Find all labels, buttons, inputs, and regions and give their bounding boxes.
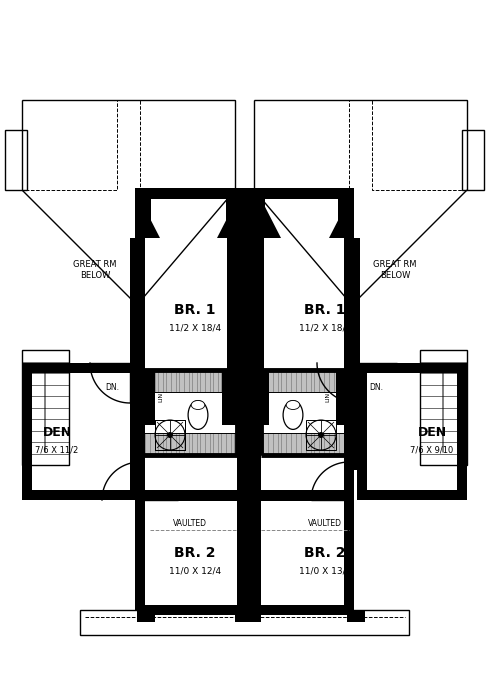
Bar — [5, 130, 27, 190]
Bar — [22, 363, 32, 500]
Bar — [222, 370, 237, 425]
Text: BR. 2: BR. 2 — [174, 546, 215, 560]
Bar — [456, 363, 466, 500]
Bar — [356, 363, 466, 373]
Bar — [419, 350, 466, 465]
Bar — [80, 610, 408, 635]
Text: BR. 1: BR. 1 — [304, 303, 345, 317]
Bar — [337, 188, 348, 238]
Bar — [356, 490, 466, 500]
Bar — [22, 490, 140, 500]
Bar — [22, 350, 69, 465]
Bar — [237, 188, 261, 610]
Text: VAULTED: VAULTED — [307, 518, 341, 527]
Bar — [235, 610, 261, 622]
Ellipse shape — [191, 400, 204, 410]
Bar — [461, 130, 483, 190]
Bar — [253, 238, 264, 370]
Text: BR. 2: BR. 2 — [304, 546, 345, 560]
Circle shape — [305, 420, 335, 450]
Circle shape — [155, 420, 184, 450]
Text: ©Alan Mascord Design Associates, Inc.: ©Alan Mascord Design Associates, Inc. — [241, 298, 246, 402]
Ellipse shape — [283, 400, 302, 429]
Text: BR. 1: BR. 1 — [174, 303, 215, 317]
Bar — [140, 490, 237, 501]
Bar — [305, 420, 335, 450]
Bar — [130, 363, 140, 500]
Bar — [346, 610, 364, 622]
Bar — [253, 490, 348, 501]
Text: 7/6 X 11/2: 7/6 X 11/2 — [35, 446, 79, 454]
Bar — [226, 238, 237, 370]
Bar — [155, 420, 184, 450]
Text: 11/2 X 18/4: 11/2 X 18/4 — [298, 323, 350, 333]
Bar — [253, 100, 348, 190]
Polygon shape — [217, 199, 237, 238]
Bar — [130, 238, 140, 470]
Text: GREAT RM
BELOW: GREAT RM BELOW — [372, 261, 416, 279]
Text: 11/0 X 12/4: 11/0 X 12/4 — [168, 566, 221, 576]
Circle shape — [317, 432, 324, 438]
Bar — [22, 100, 117, 190]
Text: DN.: DN. — [368, 383, 382, 392]
Bar — [225, 188, 237, 238]
Polygon shape — [140, 199, 160, 238]
Bar — [371, 100, 466, 190]
Bar — [251, 605, 351, 615]
Polygon shape — [328, 199, 348, 238]
Polygon shape — [261, 199, 281, 238]
Text: GREAT RM
BELOW: GREAT RM BELOW — [73, 261, 117, 279]
Bar — [349, 238, 359, 470]
Ellipse shape — [285, 400, 299, 410]
Bar — [22, 363, 140, 373]
Circle shape — [167, 432, 173, 438]
Text: VAULTED: VAULTED — [173, 518, 206, 527]
Bar — [140, 370, 155, 425]
Bar — [155, 420, 184, 450]
Bar — [137, 610, 155, 622]
Bar — [140, 188, 151, 238]
Bar — [253, 188, 348, 199]
Text: DEN: DEN — [42, 425, 71, 439]
Text: 7/6 X 9/10: 7/6 X 9/10 — [409, 446, 453, 454]
Bar — [140, 100, 235, 190]
Bar — [335, 370, 347, 425]
Text: 11/0 X 13/4: 11/0 X 13/4 — [298, 566, 350, 576]
Bar — [253, 370, 268, 425]
Bar — [137, 605, 237, 615]
Text: LIN: LIN — [158, 392, 163, 402]
Text: 11/2 X 18/4: 11/2 X 18/4 — [168, 323, 221, 333]
Text: DN.: DN. — [105, 383, 119, 392]
Bar — [253, 188, 264, 238]
Bar — [356, 363, 366, 500]
Ellipse shape — [188, 400, 207, 429]
Bar — [140, 188, 237, 199]
Bar — [343, 188, 353, 610]
Text: LIN: LIN — [325, 392, 330, 402]
Bar — [135, 188, 145, 610]
Text: DEN: DEN — [417, 425, 446, 439]
